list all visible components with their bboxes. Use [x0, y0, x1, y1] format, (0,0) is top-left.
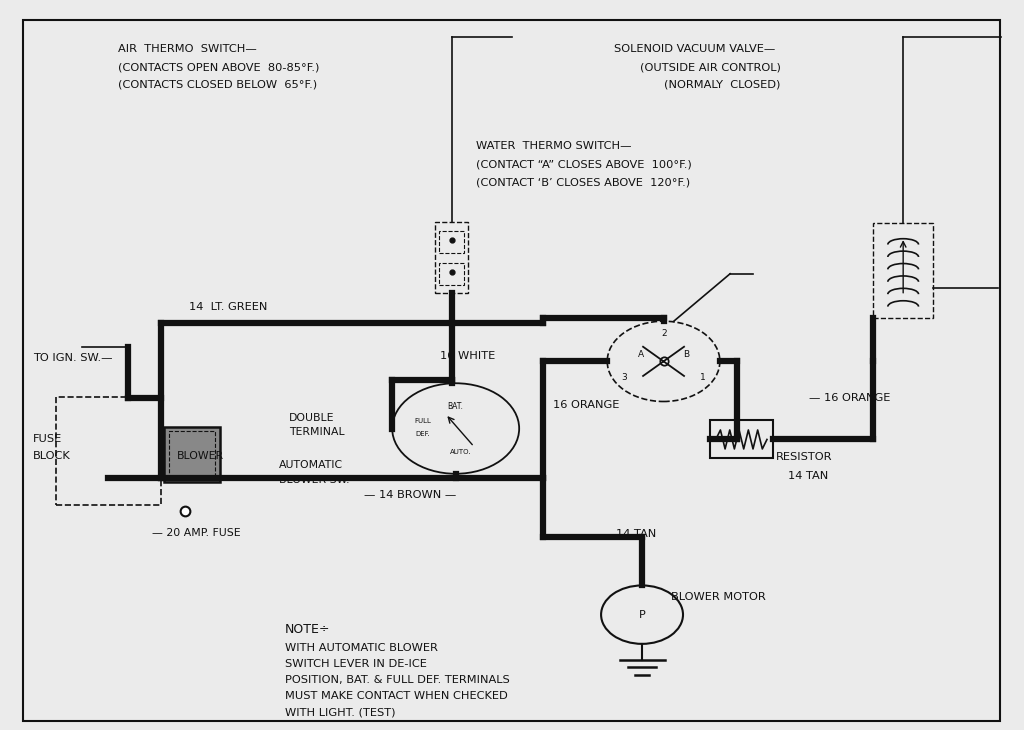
- Text: (CONTACTS CLOSED BELOW  65°F.): (CONTACTS CLOSED BELOW 65°F.): [118, 80, 316, 90]
- Text: FULL: FULL: [415, 418, 431, 424]
- Text: (OUTSIDE AIR CONTROL): (OUTSIDE AIR CONTROL): [640, 62, 781, 72]
- Text: AUTO.: AUTO.: [451, 449, 471, 455]
- Text: RESISTOR: RESISTOR: [776, 452, 833, 462]
- Text: — 14 BROWN —: — 14 BROWN —: [364, 490, 456, 500]
- Text: — 20 AMP. FUSE: — 20 AMP. FUSE: [152, 528, 241, 538]
- Text: 16 WHITE: 16 WHITE: [440, 351, 496, 361]
- Bar: [435, 222, 468, 293]
- Bar: [164, 427, 220, 482]
- Text: A: A: [638, 350, 644, 358]
- Text: DOUBLE: DOUBLE: [289, 412, 334, 423]
- Circle shape: [601, 585, 683, 644]
- Text: B: B: [683, 350, 689, 358]
- Text: DEF.: DEF.: [416, 431, 430, 437]
- Text: MUST MAKE CONTACT WHEN CHECKED: MUST MAKE CONTACT WHEN CHECKED: [285, 691, 508, 702]
- Text: WITH AUTOMATIC BLOWER: WITH AUTOMATIC BLOWER: [285, 643, 437, 653]
- Text: AIR  THERMO  SWITCH—: AIR THERMO SWITCH—: [118, 44, 256, 54]
- Text: BAT.: BAT.: [447, 402, 464, 411]
- Text: 14 TAN: 14 TAN: [616, 529, 656, 539]
- Text: BLOWER SW.: BLOWER SW.: [279, 474, 349, 485]
- Text: TERMINAL: TERMINAL: [289, 427, 344, 437]
- Bar: [873, 223, 933, 318]
- Text: NOTE÷: NOTE÷: [285, 623, 330, 637]
- Text: 3: 3: [622, 373, 628, 382]
- Text: 14  LT. GREEN: 14 LT. GREEN: [189, 301, 268, 312]
- Bar: [439, 263, 464, 285]
- Bar: [710, 420, 773, 458]
- Bar: [439, 231, 464, 253]
- Text: AUTOMATIC: AUTOMATIC: [279, 460, 343, 470]
- Text: 14 TAN: 14 TAN: [788, 471, 828, 481]
- Bar: [169, 431, 215, 478]
- Text: — 16 ORANGE: — 16 ORANGE: [809, 393, 890, 403]
- Text: WITH LIGHT. (TEST): WITH LIGHT. (TEST): [285, 707, 395, 718]
- Text: 2: 2: [662, 329, 668, 338]
- Text: 16 ORANGE: 16 ORANGE: [553, 400, 620, 410]
- Text: 1: 1: [699, 373, 706, 382]
- Text: FUSE: FUSE: [33, 434, 62, 445]
- Text: POSITION, BAT. & FULL DEF. TERMINALS: POSITION, BAT. & FULL DEF. TERMINALS: [285, 675, 509, 685]
- Bar: [56, 397, 161, 505]
- Text: WATER  THERMO SWITCH—: WATER THERMO SWITCH—: [476, 141, 632, 151]
- Text: SWITCH LEVER IN DE-ICE: SWITCH LEVER IN DE-ICE: [285, 659, 427, 669]
- Text: TO IGN. SW.—: TO IGN. SW.—: [33, 353, 113, 363]
- Text: BLOWER MOTOR: BLOWER MOTOR: [671, 592, 766, 602]
- Text: BLOCK: BLOCK: [33, 450, 71, 461]
- Text: (CONTACT ‘B’ CLOSES ABOVE  120°F.): (CONTACT ‘B’ CLOSES ABOVE 120°F.): [476, 177, 690, 188]
- Text: (CONTACTS OPEN ABOVE  80-85°F.): (CONTACTS OPEN ABOVE 80-85°F.): [118, 62, 319, 72]
- Text: (CONTACT “A” CLOSES ABOVE  100°F.): (CONTACT “A” CLOSES ABOVE 100°F.): [476, 159, 692, 169]
- Text: SOLENOID VACUUM VALVE—: SOLENOID VACUUM VALVE—: [614, 44, 775, 54]
- Text: BLOWER: BLOWER: [177, 451, 224, 461]
- Text: (NORMALY  CLOSED): (NORMALY CLOSED): [664, 80, 780, 90]
- Text: P: P: [639, 610, 645, 620]
